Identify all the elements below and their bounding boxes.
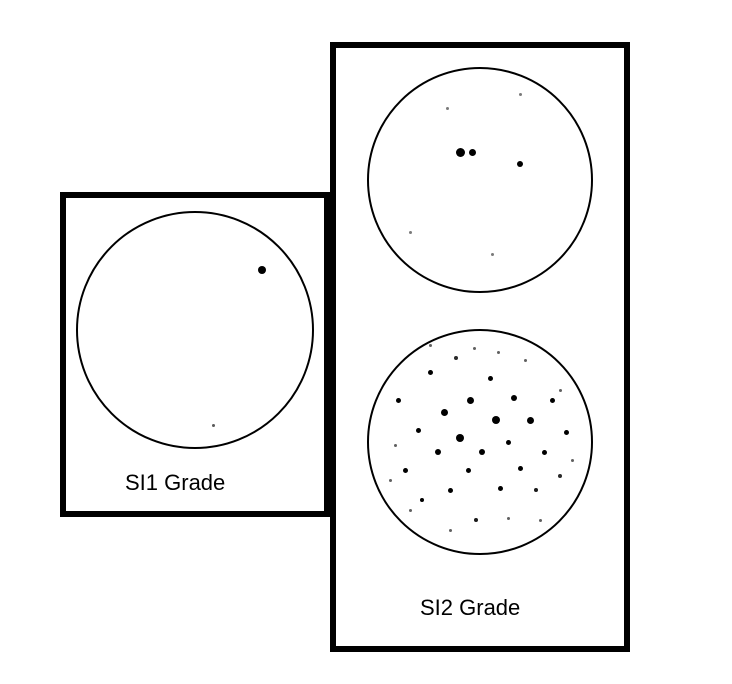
inclusion-dot [559,389,562,392]
inclusion-dot [519,93,522,96]
inclusion-dot [474,518,478,522]
inclusion-dot [456,434,464,442]
inclusion-dot [518,466,523,471]
inclusion-dot [558,474,562,478]
inclusion-dot [550,398,555,403]
inclusion-dot [456,148,465,157]
inclusion-dot [449,529,452,532]
inclusion-dot [420,498,424,502]
si1-panel [60,192,330,517]
inclusion-dot [441,409,448,416]
inclusion-dot [394,444,397,447]
inclusion-dot [396,398,401,403]
inclusion-dot [491,253,494,256]
inclusion-dot [469,149,476,156]
inclusion-dot [435,449,441,455]
inclusion-dot [564,430,569,435]
inclusion-dot [416,428,421,433]
inclusion-dot [497,351,500,354]
inclusion-dot [524,359,527,362]
inclusion-dot [409,231,412,234]
inclusion-dot [517,161,523,167]
inclusion-dot [534,488,538,492]
inclusion-dot [428,370,433,375]
inclusion-dot [511,395,517,401]
inclusion-dot [389,479,392,482]
inclusion-dot [488,376,493,381]
si1-label: SI1 Grade [125,470,225,496]
inclusion-dot [212,424,215,427]
inclusion-dot [454,356,458,360]
inclusion-dot [479,449,485,455]
inclusion-dot [403,468,408,473]
si2-circle-top [367,67,593,293]
inclusion-dot [506,440,511,445]
si2-panel [330,42,630,652]
inclusion-dot [571,459,574,462]
inclusion-dot [409,509,412,512]
si2-circle-bottom [367,329,593,555]
inclusion-dot [466,468,471,473]
inclusion-dot [467,397,474,404]
inclusion-dot [539,519,542,522]
inclusion-dot [542,450,547,455]
inclusion-dot [507,517,510,520]
inclusion-dot [446,107,449,110]
inclusion-dot [258,266,266,274]
inclusion-dot [498,486,503,491]
inclusion-dot [473,347,476,350]
inclusion-dot [429,344,432,347]
diagram-canvas: SI1 Grade SI2 Grade [0,0,732,684]
inclusion-dot [527,417,534,424]
si1-circle [76,211,314,449]
inclusion-dot [492,416,500,424]
inclusion-dot [448,488,453,493]
si2-label: SI2 Grade [420,595,520,621]
